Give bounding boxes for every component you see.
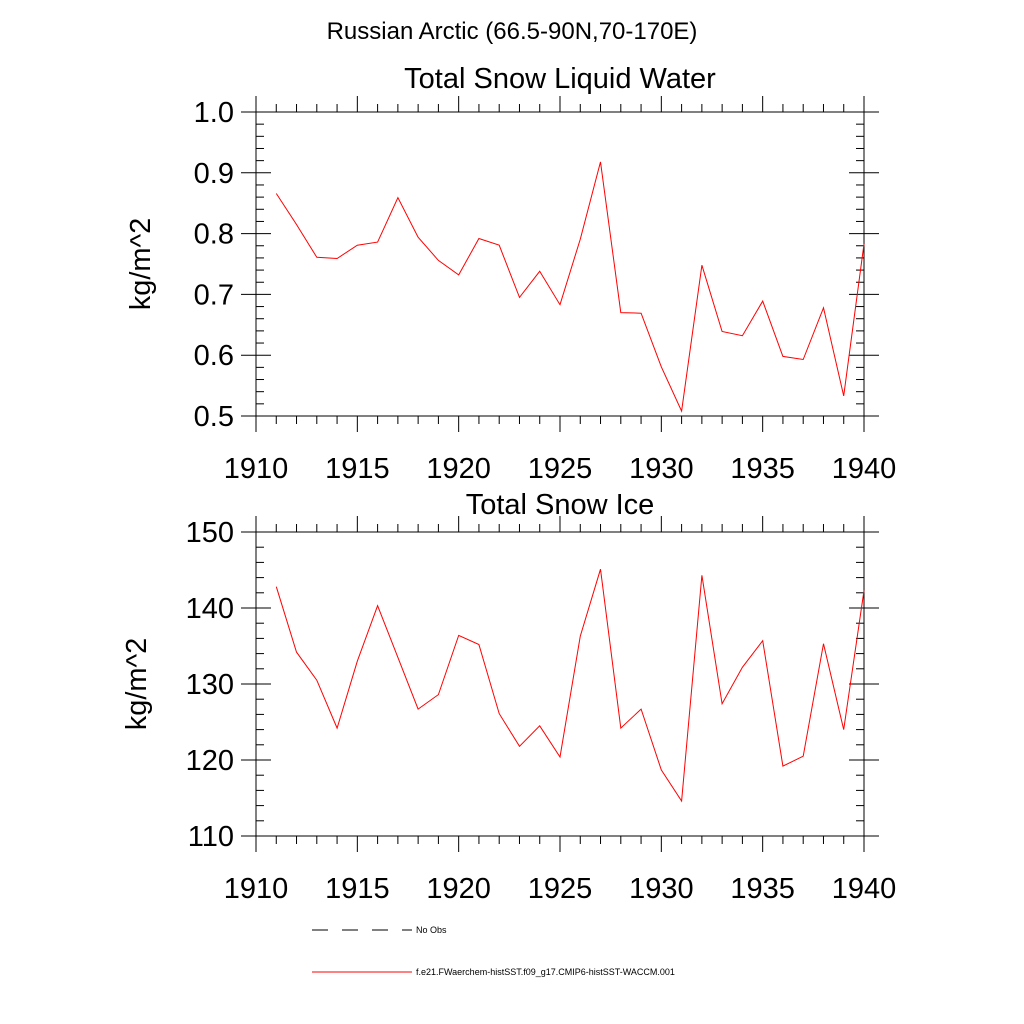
x-tick-label: 1915 [325,873,390,905]
y-tick-label: 0.9 [194,158,234,190]
panel-2: 1910 1915 1920 1925 1930 1935 1940 110 120 130 140… [121,489,896,905]
x-tick-label: 1930 [629,873,694,905]
figure-suptitle: Russian Arctic (66.5-90N,70-170E) [326,18,698,45]
y-tick-label: 0.8 [194,219,234,251]
x-tick-label: 1930 [629,453,694,485]
x-tick-label: 1915 [325,453,390,485]
legend-label-2: f.e21.FWaerchem-histSST.f09_g17.CMIP6-hi… [416,967,675,977]
x-tick-label: 1910 [224,873,289,905]
legend-label-1: No Obs [416,925,447,935]
y-tick-label: 130 [186,669,234,701]
plot-frame [255,531,865,837]
x-tick-label: 1935 [730,453,795,485]
x-tick-label: 1925 [528,873,593,905]
y-tick-label: 120 [186,745,234,777]
x-tick-label: 1910 [224,453,289,485]
y-tick-label: 1.0 [194,97,234,129]
y-tick-label: 0.6 [194,340,234,372]
legend: No Obs f.e21.FWaerchem-histSST.f09_g17.CM… [312,925,675,977]
y-tick-label: 150 [186,517,234,549]
x-tick-label: 1935 [730,873,795,905]
y-tick-label: 0.5 [194,401,234,433]
y-tick-label: 140 [186,593,234,625]
x-tick-label: 1940 [832,453,897,485]
y-tick-label: 110 [188,821,234,853]
y-axis-label: kg/m^2 [121,638,153,731]
x-tick-label: 1920 [426,453,491,485]
plot-frame [255,111,865,417]
x-tick-label: 1925 [528,453,593,485]
x-tick-label: 1920 [426,873,491,905]
y-axis-label: kg/m^2 [125,218,157,311]
panel-title: Total Snow Liquid Water [404,63,716,95]
panel-title: Total Snow Ice [466,489,655,521]
x-tick-label: 1940 [832,873,897,905]
y-tick-label: 0.7 [194,279,234,311]
series-line-1 [275,161,865,413]
panel-1: 1910 1915 1920 1925 1930 1935 1940 0.5 0.6 0.7 0.8… [125,63,896,485]
series-line-1 [275,569,865,803]
